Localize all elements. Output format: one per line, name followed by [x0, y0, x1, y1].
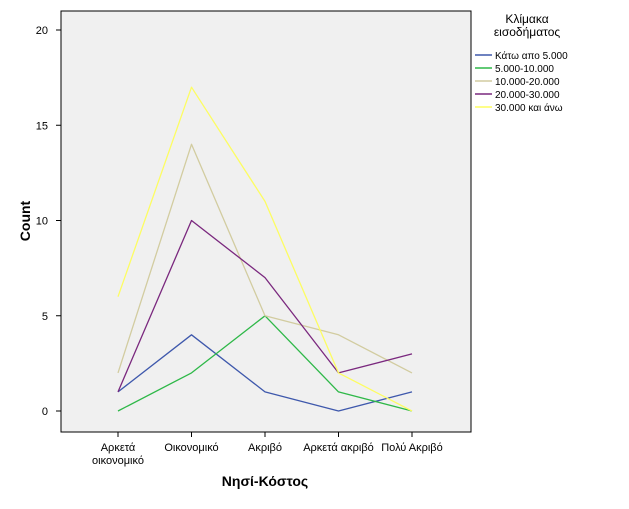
y-tick-label: 5 — [42, 311, 48, 323]
x-tick-label: Ακριβό — [248, 442, 282, 454]
y-axis: 0 5 10 15 20 — [36, 25, 61, 418]
y-tick-label: 15 — [36, 120, 48, 132]
series-line — [117, 219, 413, 393]
x-tick-label: Πολύ Ακριβό — [381, 442, 443, 454]
legend-label: 20.000-30.000 — [495, 90, 560, 101]
series-layer — [117, 86, 413, 412]
x-axis-label: Νησί-Κόστος — [222, 473, 308, 489]
plot-background — [60, 10, 472, 433]
x-axis: Αρκετά οικονομικό Οικονομικό Ακριβό Αρκετά α… — [92, 432, 443, 467]
series-line — [117, 143, 413, 374]
x-tick-label: Αρκετά οικονομικό — [92, 442, 144, 467]
legend-label: 30.000 και άνω — [495, 102, 563, 114]
series-line — [117, 86, 413, 412]
series-line — [117, 334, 413, 412]
legend: Κλίμακα εισοδήματος Κάτω απο 5.000 5.000-10… — [475, 12, 568, 114]
y-tick-label: 20 — [36, 25, 48, 37]
x-tick-label: Οικονομικό — [164, 442, 218, 454]
legend-title: Κλίμακα εισοδήματος — [494, 12, 561, 39]
y-tick-label: 0 — [42, 406, 48, 418]
legend-label: Κάτω απο 5.000 — [495, 50, 568, 62]
y-axis-label: Count — [17, 200, 33, 241]
legend-label: 10.000-20.000 — [495, 77, 560, 88]
x-tick-label: Αρκετά ακριβό — [303, 442, 374, 454]
y-tick-label: 10 — [36, 216, 48, 228]
legend-label: 5.000-10.000 — [495, 64, 554, 75]
